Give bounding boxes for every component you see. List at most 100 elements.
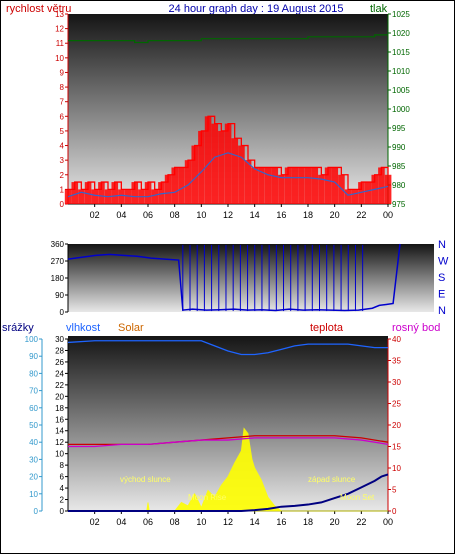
wind-bar: [298, 167, 305, 204]
y-tick-label: 4: [60, 484, 65, 493]
rain-line: [68, 473, 389, 512]
wind-bar: [304, 167, 312, 204]
y-tick-label: 20: [55, 392, 64, 401]
x-tick-label: 18: [303, 210, 313, 220]
wind-bar: [218, 130, 225, 204]
wind-bar: [164, 174, 172, 204]
wind-bar: [271, 167, 279, 204]
y-tick-label: 5: [60, 127, 65, 136]
wind-bar: [318, 174, 325, 204]
wind-bar: [384, 174, 392, 204]
wind-bar: [84, 182, 92, 204]
y-tick-label: 11: [56, 39, 65, 48]
y-tick-label: 1015: [392, 48, 410, 57]
y-tick-label: 30: [55, 335, 64, 344]
y-tick-label: 10: [55, 450, 64, 459]
wind-bar: [364, 182, 372, 204]
y-tick-label: 26: [55, 358, 64, 367]
y-tick-label: 13: [55, 10, 64, 19]
x-tick-label: 04: [116, 517, 126, 527]
y-tick-label: 995: [392, 124, 406, 133]
wind-bar: [344, 189, 352, 204]
x-tick-label: 20: [330, 210, 340, 220]
wind-bar: [238, 145, 245, 204]
y-tick-label: 80: [29, 369, 38, 378]
wind-bar: [284, 167, 292, 204]
wind-bar: [351, 189, 359, 204]
wind-bar: [331, 167, 339, 204]
y-tick-label: 0: [60, 507, 65, 516]
x-tick-label: 10: [196, 210, 206, 220]
y-tick-label: 4: [60, 142, 65, 151]
y-tick-label: 6: [60, 112, 65, 121]
y-tick-label: 14: [55, 427, 64, 436]
y-tick-label: 360: [51, 240, 65, 249]
compass-label: E: [438, 289, 445, 301]
dewpoint-axis-title: rosný bod: [392, 322, 440, 334]
temperature-axis-title: teplota: [310, 322, 344, 334]
y-tick-label: 28: [55, 346, 64, 355]
pressure-axis-title: tlak: [370, 3, 388, 15]
panel-direction-bg: [68, 244, 434, 312]
y-tick-label: 985: [392, 162, 406, 171]
x-tick-label: 08: [170, 517, 180, 527]
y-tick-label: 22: [55, 381, 64, 390]
y-tick-label: 30: [392, 378, 401, 387]
y-tick-label: 9: [60, 68, 65, 77]
y-tick-label: 2: [60, 496, 65, 505]
y-tick-label: 10: [392, 464, 401, 473]
wind-bar: [198, 130, 205, 204]
moonset-annotation: Moon Set: [340, 493, 375, 502]
wind-bar: [224, 123, 232, 204]
y-tick-label: 8: [60, 83, 65, 92]
wind-line: [68, 115, 389, 191]
wind-bar: [118, 189, 125, 204]
y-tick-label: 7: [60, 98, 65, 107]
x-tick-label: 08: [170, 210, 180, 220]
x-tick-label: 06: [143, 517, 153, 527]
wind-bar: [251, 167, 259, 204]
y-tick-label: 6: [60, 473, 65, 482]
panel-humidity-temp: 0102030405060708090100024681012141618202…: [25, 335, 402, 527]
x-tick-label: 14: [250, 517, 260, 527]
x-tick-label: 22: [356, 517, 366, 527]
y-tick-label: 18: [55, 404, 64, 413]
y-tick-label: 25: [392, 400, 401, 409]
wind-bar: [144, 182, 152, 204]
wind-bar: [358, 182, 365, 204]
wind-bar: [78, 189, 85, 204]
wind-bar: [378, 167, 385, 204]
y-tick-label: 2: [60, 171, 65, 180]
chart-title: 24 hour graph day : 19 August 2015: [169, 3, 344, 15]
y-tick-label: 1010: [392, 67, 410, 76]
y-tick-label: 0: [60, 308, 65, 317]
y-tick-label: 30: [29, 455, 38, 464]
x-tick-label: 00: [383, 517, 393, 527]
wind-bar: [264, 167, 272, 204]
humidity-axis-title: vlhkost: [66, 322, 100, 334]
x-tick-label: 06: [143, 210, 153, 220]
solar-axis-title: Solar: [118, 322, 144, 334]
wind-bar: [71, 182, 79, 204]
y-tick-label: 1025: [392, 10, 410, 19]
wind-bar: [111, 182, 119, 204]
x-tick-label: 16: [276, 517, 286, 527]
compass-label: W: [438, 256, 449, 268]
y-tick-label: 0: [34, 507, 39, 516]
x-tick-label: 04: [116, 210, 126, 220]
wind-bar: [204, 116, 212, 204]
x-tick-label: 14: [250, 210, 260, 220]
x-tick-label: 16: [276, 210, 286, 220]
panel-wind-pressure: 0123456789101112139759809859909951000100…: [55, 10, 410, 220]
y-tick-label: 180: [51, 274, 65, 283]
y-tick-label: 60: [29, 404, 38, 413]
y-tick-label: 0: [60, 200, 65, 209]
y-tick-label: 1000: [392, 105, 410, 114]
humidity-line: [67, 340, 388, 356]
y-tick-label: 16: [55, 415, 64, 424]
x-tick-label: 12: [223, 517, 233, 527]
y-tick-label: 70: [29, 387, 38, 396]
y-tick-label: 270: [51, 257, 65, 266]
y-tick-label: 40: [392, 335, 401, 344]
